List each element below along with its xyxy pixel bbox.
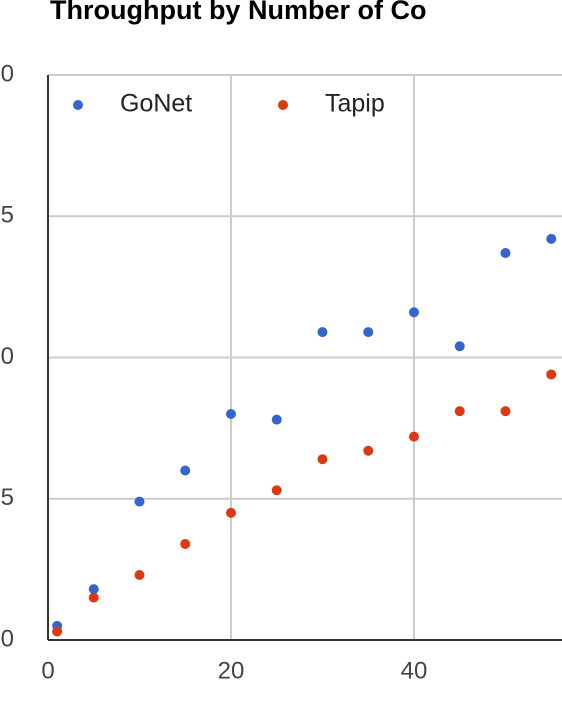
data-point bbox=[88, 592, 99, 603]
y-tick-label: 15 bbox=[0, 202, 14, 229]
data-point bbox=[271, 414, 282, 425]
data-point bbox=[180, 465, 191, 476]
legend-label: Tapip bbox=[325, 90, 385, 118]
data-point bbox=[363, 445, 374, 456]
x-tick-label: 0 bbox=[41, 657, 54, 684]
x-tick-label: 40 bbox=[401, 657, 428, 684]
legend-marker bbox=[73, 100, 83, 110]
data-point bbox=[454, 341, 465, 352]
legend-label: GoNet bbox=[120, 90, 192, 118]
data-point bbox=[546, 233, 557, 244]
data-point bbox=[226, 409, 236, 419]
data-point bbox=[180, 538, 191, 549]
legend-marker bbox=[278, 100, 288, 110]
data-point bbox=[409, 307, 419, 318]
y-tick-label: 20 bbox=[0, 60, 14, 87]
data-point bbox=[134, 496, 145, 507]
data-point bbox=[546, 369, 557, 380]
chart-title: Throughput by Number of Co bbox=[50, 0, 426, 25]
data-point bbox=[454, 406, 465, 417]
data-point bbox=[52, 626, 63, 637]
data-point bbox=[409, 431, 419, 442]
y-tick-label: 5 bbox=[1, 484, 14, 511]
data-point bbox=[226, 507, 236, 518]
data-point bbox=[88, 584, 99, 595]
y-tick-label: 0 bbox=[1, 625, 14, 652]
data-point bbox=[317, 454, 328, 465]
data-point bbox=[500, 247, 511, 258]
data-point bbox=[271, 485, 282, 496]
data-point bbox=[317, 327, 328, 338]
y-tick-label: 10 bbox=[0, 343, 14, 370]
data-point bbox=[134, 570, 145, 581]
x-tick-label: 20 bbox=[218, 657, 245, 684]
data-point bbox=[500, 406, 511, 417]
data-point bbox=[363, 327, 374, 338]
